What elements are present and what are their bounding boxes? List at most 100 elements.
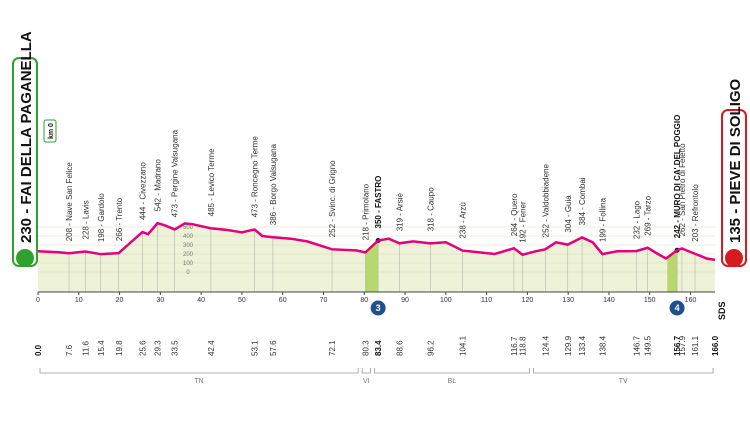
waypoint-label: 444 - Civezzano bbox=[138, 162, 147, 220]
km-label: 133.4 bbox=[578, 335, 587, 356]
waypoint-label: 542 - Madrano bbox=[153, 159, 162, 212]
waypoint-label: 238 - Arzù bbox=[459, 202, 468, 238]
region-label: TV bbox=[619, 378, 628, 385]
x-tick-label: 120 bbox=[522, 297, 534, 304]
x-tick-label: 70 bbox=[320, 297, 328, 304]
y-tick-label: 500 bbox=[183, 225, 194, 231]
waypoint-label: 264 - Quero bbox=[510, 193, 519, 236]
km-label: 7.6 bbox=[65, 344, 74, 356]
km-label: 104.1 bbox=[459, 335, 468, 356]
waypoint-label: 218 - Primolano bbox=[361, 183, 370, 240]
waypoint-label: 252 - Svinc. di Grigno bbox=[328, 160, 337, 237]
finish-icon bbox=[725, 249, 743, 267]
waypoint-label: 269 - Tarzo bbox=[644, 195, 653, 235]
x-tick-label: 30 bbox=[156, 297, 164, 304]
waypoint-label: 386 - Borgo Valsugana bbox=[269, 143, 278, 225]
waypoint-label: 350 - FASTRO bbox=[374, 176, 383, 229]
y-tick-label: 300 bbox=[183, 243, 194, 249]
x-tick-label: 130 bbox=[562, 297, 574, 304]
waypoint-label: 473 - Pergine Valsugana bbox=[171, 129, 180, 217]
waypoint-label: 319 - Arsiè bbox=[395, 192, 404, 231]
x-tick-label: 140 bbox=[603, 297, 615, 304]
waypoint-label: 485 - Levico Terme bbox=[207, 148, 216, 216]
km-label: 83.4 bbox=[374, 340, 383, 356]
x-tick-label: 110 bbox=[481, 297, 492, 304]
waypoint-label: 203 - Refrontolo bbox=[691, 184, 700, 242]
km-label: 118.8 bbox=[519, 336, 528, 356]
waypoint-label: 384 - Combai bbox=[578, 177, 587, 225]
climb-category: 4 bbox=[675, 303, 680, 313]
logo: SDS bbox=[717, 301, 727, 320]
region-bracket bbox=[39, 368, 359, 374]
waypoint-label: 228 - Lavis bbox=[81, 200, 90, 239]
x-tick-label: 50 bbox=[238, 297, 246, 304]
region-label: TN bbox=[194, 378, 203, 385]
km-label: 0.0 bbox=[34, 344, 43, 356]
waypoint-label: 262 - San Pietro di Feletto bbox=[678, 143, 687, 236]
waypoint-label: 266 - Trento bbox=[115, 197, 124, 241]
climb-icon bbox=[668, 299, 686, 317]
x-tick-label: 90 bbox=[401, 297, 409, 304]
waypoint-label: 192 - Fener bbox=[519, 201, 528, 243]
km-label: 161.1 bbox=[691, 335, 700, 356]
km-label: 96.2 bbox=[426, 340, 435, 356]
waypoint-label: 473 - Roncegno Terme bbox=[251, 136, 260, 218]
km-label: 138.4 bbox=[598, 335, 607, 356]
x-tick-label: 100 bbox=[440, 297, 452, 304]
x-tick-label: 80 bbox=[360, 297, 368, 304]
climb-category: 3 bbox=[376, 303, 381, 313]
km-label: 80.3 bbox=[361, 340, 370, 356]
km-label: 157.9 bbox=[678, 335, 687, 356]
km-label: 53.1 bbox=[251, 340, 260, 356]
y-tick-label: 200 bbox=[183, 252, 194, 258]
km-label: 42.4 bbox=[207, 340, 216, 356]
region-bracket bbox=[533, 368, 714, 374]
profile-line bbox=[37, 221, 716, 262]
km-label: 29.3 bbox=[153, 340, 162, 356]
waypoint-label: 304 - Guia bbox=[564, 195, 573, 233]
waypoint-label: 318 - Caupo bbox=[426, 187, 435, 232]
km-label: 19.8 bbox=[115, 340, 124, 356]
start-badge-box bbox=[43, 119, 57, 143]
x-tick-label: 60 bbox=[279, 297, 287, 304]
waypoint-label: 252 - Valdobbiadene bbox=[541, 164, 550, 238]
km-label: 124.4 bbox=[541, 335, 550, 356]
region-label: VI bbox=[363, 378, 370, 385]
start-icon bbox=[16, 249, 34, 267]
y-tick-label: 100 bbox=[183, 261, 194, 267]
region-bracket bbox=[374, 368, 530, 374]
km-label: 57.6 bbox=[269, 340, 278, 356]
km-label: 33.5 bbox=[171, 340, 180, 356]
finish-title: 135 - PIEVE DI SOLIGO bbox=[727, 78, 744, 243]
km-label: 166.0 bbox=[711, 335, 720, 356]
climb-icon bbox=[369, 299, 387, 317]
km-label: 72.1 bbox=[328, 340, 337, 356]
region-bracket bbox=[361, 368, 371, 374]
x-tick-label: 150 bbox=[644, 297, 656, 304]
start-badge: km 0 bbox=[48, 123, 55, 139]
km-label: 149.5 bbox=[644, 335, 653, 356]
climb-area bbox=[667, 250, 678, 292]
x-tick-label: 0 bbox=[36, 297, 40, 304]
waypoint-label: 199 - Follina bbox=[598, 198, 607, 243]
y-tick-label: 0 bbox=[186, 270, 190, 276]
km-label: 146.7 bbox=[632, 335, 641, 356]
waypoint-label: 208 - Nave San Felice bbox=[65, 162, 74, 242]
x-tick-label: 10 bbox=[75, 297, 83, 304]
climb-area bbox=[365, 240, 379, 292]
km-label: 11.6 bbox=[81, 340, 90, 356]
km-label: 15.4 bbox=[97, 340, 106, 356]
x-tick-label: 20 bbox=[116, 297, 124, 304]
km-label: 129.9 bbox=[564, 335, 573, 356]
x-tick-label: 160 bbox=[685, 297, 697, 304]
start-title: 230 - FAI DELLA PAGANELLA bbox=[18, 31, 35, 243]
km-label: 88.6 bbox=[395, 340, 404, 356]
waypoint-label: 232 - Lago bbox=[632, 200, 641, 239]
km-label: 25.6 bbox=[138, 340, 147, 356]
y-tick-label: 400 bbox=[183, 234, 194, 240]
waypoint-label: 242 - MURO DI CA' DEL POGGIO bbox=[673, 115, 682, 239]
km-label: 116.7 bbox=[510, 336, 519, 356]
region-label: BL bbox=[448, 378, 457, 385]
